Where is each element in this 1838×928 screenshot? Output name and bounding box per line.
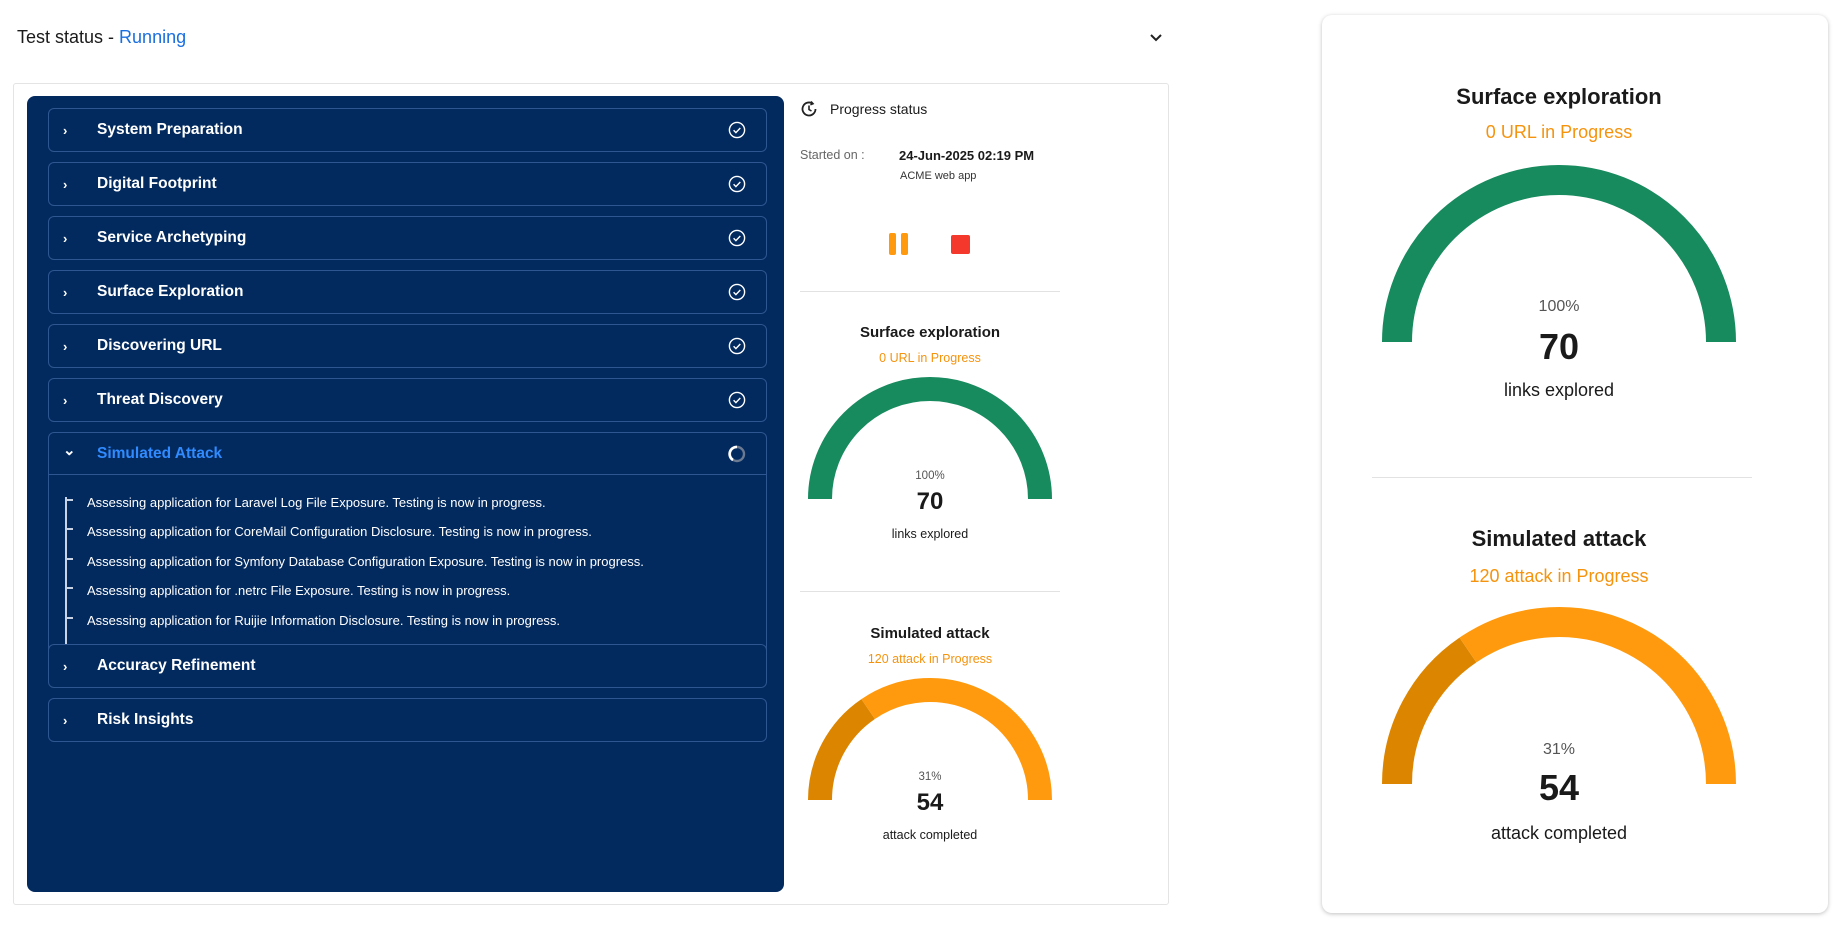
gauge-caption: attack completed (882, 828, 978, 842)
gauge-subtitle: 120 attack in Progress (1469, 566, 1649, 586)
step-label: Surface Exploration (97, 283, 244, 300)
test-progress-card (13, 83, 1169, 905)
step-label: Simulated Attack (97, 444, 223, 462)
step-label: Service Archetyping (97, 229, 247, 246)
log-item: Assessing application for Ruijie Informa… (65, 609, 766, 638)
gauge-caption: links explored (891, 527, 969, 541)
steps-panel: › System Preparation › Digital Footprint › Se… (27, 96, 784, 892)
step-header[interactable]: › Service Archetyping (49, 217, 766, 259)
pause-button[interactable] (889, 233, 909, 255)
stop-button[interactable] (951, 235, 970, 254)
loading-spinner-icon (728, 445, 746, 463)
started-on-value: 24-Jun-2025 02:19 PM (899, 148, 1035, 163)
step-header[interactable]: › Risk Insights (49, 699, 766, 741)
gauge-completed-arc (808, 377, 1052, 500)
gauge-value: 70 (1538, 326, 1580, 367)
gauge-completed-arc (1382, 637, 1477, 785)
gauge-title: Simulated attack (870, 625, 990, 642)
test-status-label: Test status - (17, 27, 120, 47)
app-name: ACME web app (900, 170, 977, 182)
step-service-archetyping: › Service Archetyping (48, 216, 767, 260)
step-header[interactable]: › Surface Exploration (49, 271, 766, 313)
step-threat-discovery: › Threat Discovery (48, 378, 767, 422)
check-circle-icon (728, 121, 746, 139)
step-system-preparation: › System Preparation (48, 108, 767, 152)
progress-status-title: Progress status (800, 100, 927, 118)
chevron-right-icon: › (63, 392, 68, 408)
step-header[interactable]: › Digital Footprint (49, 163, 766, 205)
gauge-title: Simulated attack (1471, 526, 1647, 551)
step-label: Digital Footprint (97, 175, 217, 192)
step-header[interactable]: › Threat Discovery (49, 379, 766, 421)
check-circle-icon (728, 391, 746, 409)
chevron-down-icon: ⌄ (63, 441, 76, 459)
gauge-subtitle: 0 URL in Progress (879, 351, 981, 365)
check-circle-icon (728, 337, 746, 355)
test-status-value: Running (119, 27, 187, 47)
tree-line (65, 497, 67, 669)
gauge-remaining-arc (1459, 607, 1736, 785)
check-circle-icon (728, 229, 746, 247)
step-simulated-attack: ⌄ Simulated Attack Assessing application f… (48, 432, 767, 670)
step-surface-exploration: › Surface Exploration (48, 270, 767, 314)
chevron-right-icon: › (63, 122, 68, 138)
gauge-percent-label: 100% (1538, 298, 1580, 315)
step-header[interactable]: › Accuracy Refinement (49, 645, 766, 687)
step-label: Risk Insights (97, 711, 194, 728)
test-status-heading: Test status - Running (17, 27, 186, 48)
gauge-value: 54 (1538, 767, 1580, 808)
gauge-value: 54 (916, 789, 944, 816)
step-log-list: Assessing application for Laravel Log Fi… (49, 475, 766, 669)
step-digital-footprint: › Digital Footprint (48, 162, 767, 206)
chevron-down-icon[interactable] (1146, 30, 1166, 50)
chevron-right-icon: › (63, 176, 68, 192)
chevron-right-icon: › (63, 338, 68, 354)
step-risk-insights: › Risk Insights (48, 698, 767, 742)
gauge-completed-arc (1382, 165, 1736, 343)
gauge-value: 70 (916, 488, 944, 515)
step-label: Threat Discovery (97, 391, 223, 408)
step-header[interactable]: ⌄ Simulated Attack (49, 433, 766, 475)
gauge-percent-label: 31% (1542, 741, 1576, 758)
progress-status-label: Progress status (830, 101, 928, 117)
gauge-percent-label: 100% (915, 470, 945, 482)
chevron-right-icon: › (63, 712, 68, 728)
started-on-label: Started on : (800, 148, 865, 162)
divider (800, 291, 1060, 292)
log-item: Assessing application for .netrc File Ex… (65, 579, 766, 608)
step-label: System Preparation (97, 121, 243, 138)
gauge-title: Surface exploration (1456, 84, 1662, 109)
gauge-subtitle: 0 URL in Progress (1485, 122, 1633, 142)
step-label: Accuracy Refinement (97, 657, 256, 674)
chevron-right-icon: › (63, 658, 68, 674)
log-item: Assessing application for Symfony Databa… (65, 550, 766, 579)
step-accuracy-refinement: › Accuracy Refinement (48, 644, 767, 688)
chevron-right-icon: › (63, 284, 68, 300)
gauge-completed-arc (808, 699, 876, 801)
divider (800, 591, 1060, 592)
gauge-percent-label: 31% (918, 771, 942, 783)
gauge-subtitle: 120 attack in Progress (867, 652, 993, 666)
gauge-remaining-arc (861, 678, 1052, 801)
gauge-title: Surface exploration (859, 324, 1001, 341)
log-item: Assessing application for CoreMail Confi… (65, 520, 766, 549)
chevron-right-icon: › (63, 230, 68, 246)
step-header[interactable]: › Discovering URL (49, 325, 766, 367)
check-circle-icon (728, 283, 746, 301)
gauge-caption: links explored (1503, 380, 1615, 400)
history-icon (801, 100, 817, 117)
log-item: Assessing application for Laravel Log Fi… (65, 491, 766, 520)
check-circle-icon (728, 175, 746, 193)
step-discovering-url: › Discovering URL (48, 324, 767, 368)
step-header[interactable]: › System Preparation (49, 109, 766, 151)
gauge-caption: attack completed (1490, 823, 1628, 843)
divider (1372, 477, 1752, 478)
step-label: Discovering URL (97, 337, 222, 354)
